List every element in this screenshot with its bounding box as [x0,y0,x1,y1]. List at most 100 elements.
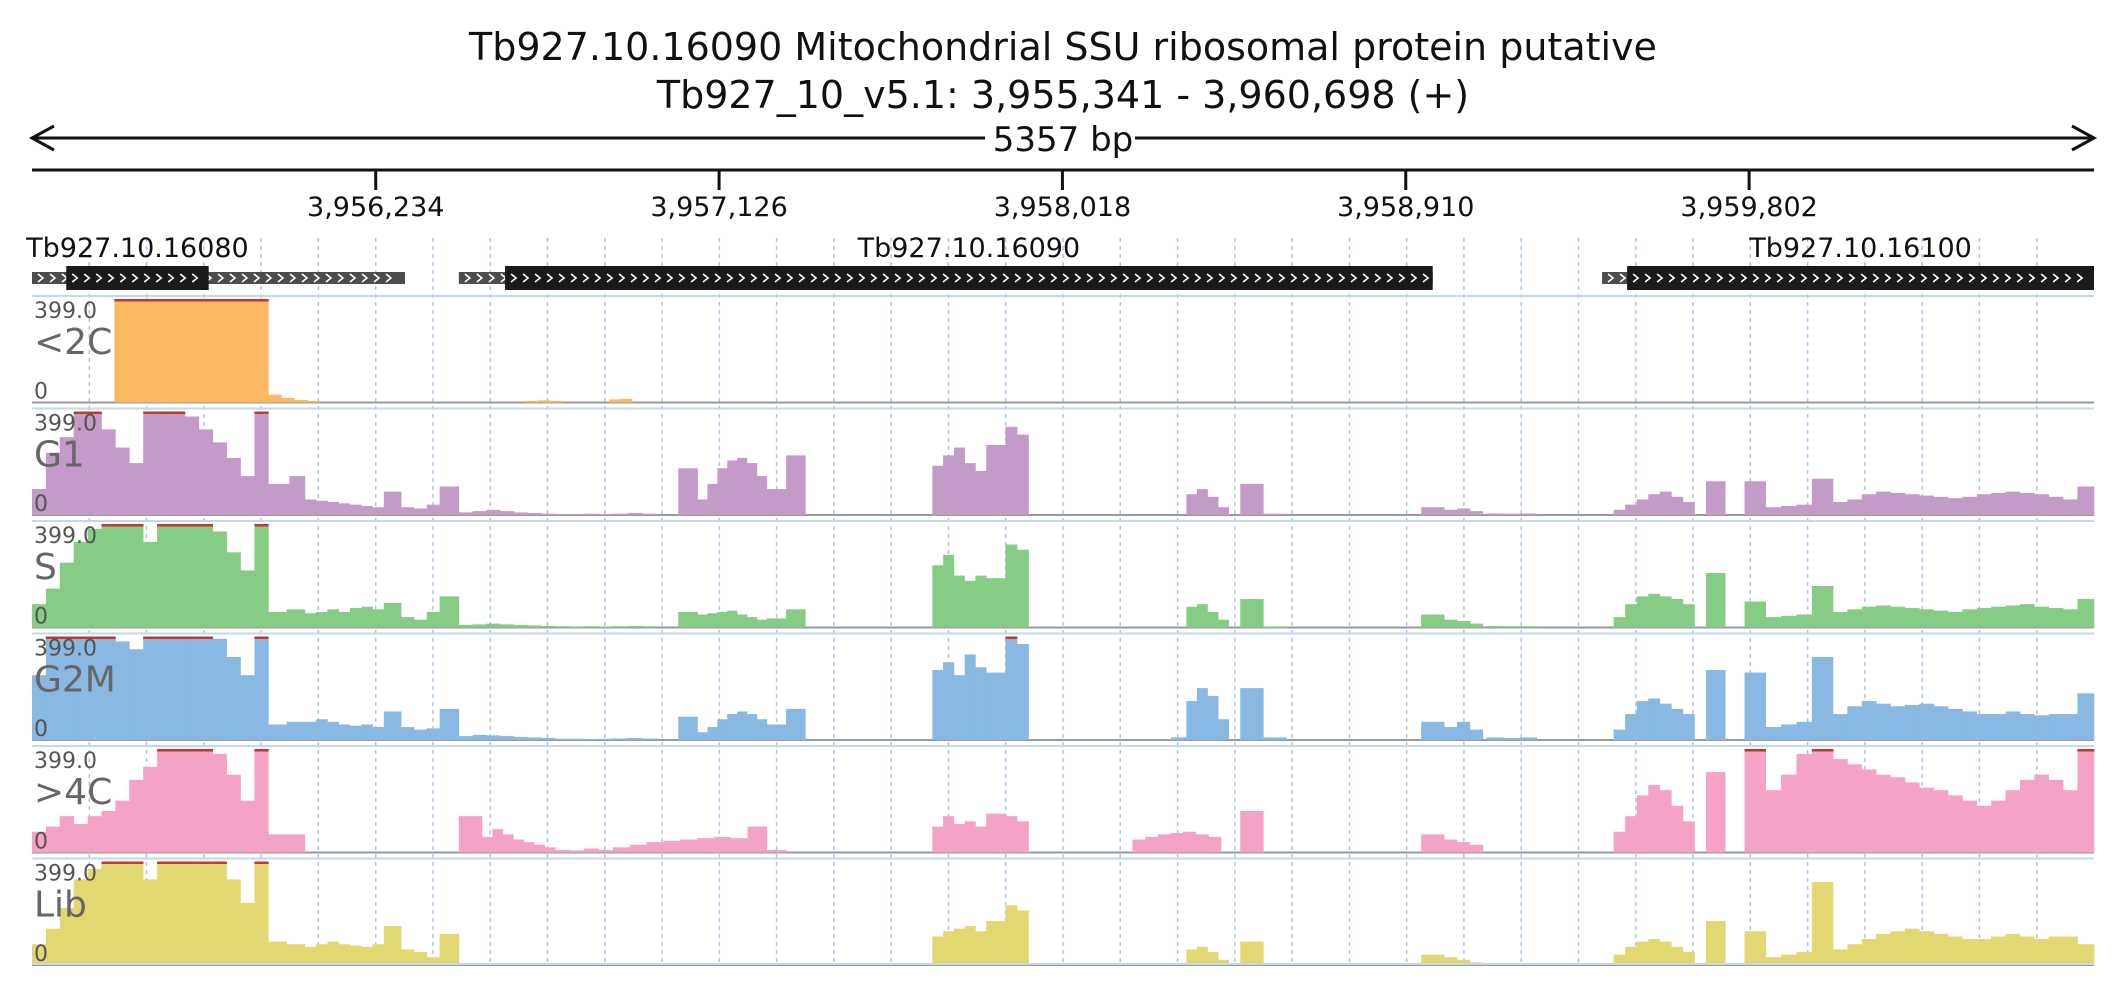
strand-arrow [2016,273,2024,283]
coordinate-axis: 3,956,234 3,957,126 3,958,018 3,958,910 3,95… [32,168,2094,223]
strand-arrow [155,273,163,283]
coverage-bar [350,945,362,965]
clip-marker [198,861,214,864]
coverage-bar [1240,941,1264,965]
track-ymax-label: 399.0 [34,412,97,437]
strand-arrow [1788,273,1796,283]
strand-arrow [1242,273,1250,283]
coverage-bar [143,766,158,853]
coverage-bar [1744,481,1766,515]
clip-marker [1005,636,1018,639]
clip-marker [184,524,200,527]
coverage-bar [439,708,460,740]
coverage-bar [115,861,130,965]
span-arrow-left-head [28,124,55,152]
coverage-bar [1196,489,1208,515]
coverage-bar [1486,625,1504,628]
coverage-bar [2034,494,2049,515]
coverage-bar [2063,936,2078,965]
coverage-bar [2019,492,2035,515]
strand-arrow [107,273,115,283]
coverage-bar [492,829,504,853]
coverage-bar [500,624,515,628]
coverage-bar [157,524,172,628]
coverage-bar [458,816,483,853]
coverage-bar [1919,703,1934,740]
coverage-bar [1421,834,1445,853]
coverage-bar [612,738,628,740]
coverage-bar [1933,610,1949,628]
coverage-bar [327,609,340,628]
clip-marker [45,636,61,639]
strand-arrow [1026,273,1034,283]
axis-tick-label: 3,956,234 [307,192,444,223]
strand-arrow [229,273,237,283]
coverage-bar [537,400,551,403]
coverage-bar [756,619,768,628]
coverage-bar [133,299,154,403]
gene-label: Tb927.10.16090 [857,233,1081,264]
clip-marker [157,636,172,639]
coverage-bar [1421,614,1445,628]
coverage-bar [697,614,708,628]
coverage-bar [226,879,241,965]
coverage-bar [87,411,102,515]
coverage-bar [1005,636,1018,740]
coverage-bar [1659,703,1672,740]
coverage-bar [1157,834,1171,853]
strand-arrow [1014,273,1022,283]
coverage-bar [1682,821,1695,853]
coverage-bar [1976,714,1992,740]
coverage-bar [1933,933,1949,965]
coverage-bar [2019,779,2035,853]
strand-arrow [1944,273,1952,283]
coverage-bar [129,779,144,853]
coverage-bar [458,624,473,628]
coverage-bar [1625,604,1638,628]
coverage-bar [1659,941,1672,965]
coverage-bar [697,838,715,853]
coverage-bar [143,541,158,628]
coverage-bar [1005,905,1018,965]
clip-marker [73,411,88,414]
coverage-bar [1636,596,1649,628]
coverage-bar [1962,609,1978,628]
clip-marker [171,524,186,527]
coverage-bar [713,836,732,853]
strand-arrow [131,273,139,283]
coverage-bar [426,957,440,965]
coverage-bar [1207,611,1219,628]
coverage-bar [1847,764,1863,853]
gene-label: Tb927.10.16080 [25,233,249,264]
coverage-bar [717,719,728,740]
coverage-bar [1991,492,2006,515]
coverage-bar [1781,505,1797,515]
coverage-bar [481,836,493,853]
coverage-bar [513,839,525,853]
coverage-bar [737,614,748,628]
track-3: 399.0 0 G2M [32,632,2095,742]
strand-arrow [618,273,626,283]
coverage-bar [1861,494,1877,515]
coverage-bar [1457,621,1471,628]
clip-marker [171,861,186,864]
coverage-bar [932,465,944,515]
coverage-bar [316,611,328,628]
clip-marker [129,861,144,864]
strand-arrow [1644,273,1652,283]
strand-arrow [313,273,321,283]
strand-arrow [1158,273,1166,283]
coverage-bar [544,847,556,853]
coverage-bar [129,524,144,628]
clip-marker [2077,749,2095,752]
strand-arrow [1884,273,1892,283]
clip-marker [254,749,269,752]
strand-arrow [1920,273,1928,283]
coverage-bar [2048,936,2064,965]
coverage-bar [32,944,47,965]
coverage-bar [1469,729,1484,740]
coverage-bar [2019,714,2035,740]
coverage-bar [1976,494,1992,515]
coverage-bar [1919,609,1934,628]
strand-arrow [301,273,309,283]
